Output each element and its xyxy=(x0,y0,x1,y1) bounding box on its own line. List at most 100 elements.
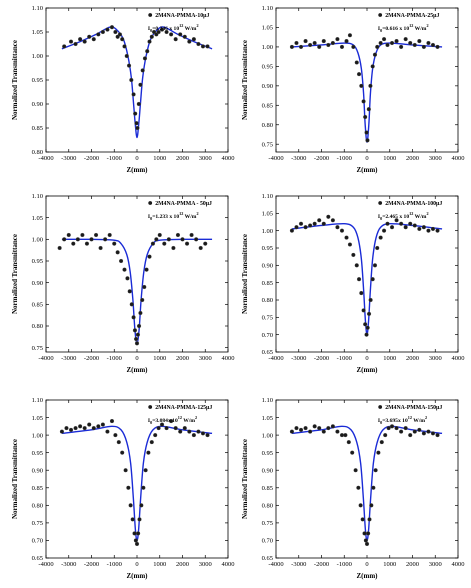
legend-marker xyxy=(378,405,383,409)
legend-marker xyxy=(378,13,383,17)
y-tick-label: 1.05 xyxy=(262,211,273,218)
data-point xyxy=(153,433,158,438)
data-point xyxy=(289,44,294,49)
data-point xyxy=(133,538,138,543)
data-point xyxy=(87,422,92,427)
data-point xyxy=(145,49,150,54)
data-point xyxy=(100,422,105,427)
y-tick-label: 0.90 xyxy=(262,263,273,270)
zscan-chart-50uj: -4000 -3000 -2000 -1000 0 1000 2000 3000 4000 0.7… xyxy=(11,193,235,374)
data-point xyxy=(389,40,395,46)
x-tick-label: -1000 xyxy=(337,355,352,362)
chart-panel-125uj: -4000 -3000 -2000 -1000 0 1000 2000 3000 4000 0.6… xyxy=(8,392,240,584)
x-tick-label: 4000 xyxy=(452,561,465,568)
y-tick-label: 0.85 xyxy=(262,280,273,287)
data-point xyxy=(403,225,408,230)
data-point xyxy=(140,68,145,73)
x-tick-label: -1000 xyxy=(337,561,352,568)
x-tick-label: 1000 xyxy=(153,155,166,162)
data-point xyxy=(344,235,349,240)
y-tick-label: 1.00 xyxy=(32,432,43,439)
data-point xyxy=(326,426,331,431)
data-point xyxy=(132,328,138,333)
plot-frame xyxy=(45,195,229,353)
data-point xyxy=(96,32,101,37)
data-point xyxy=(126,63,132,68)
data-point xyxy=(326,42,331,48)
data-point xyxy=(103,237,108,242)
y-tick-label: 1.10 xyxy=(32,397,43,404)
x-tick-label: 1000 xyxy=(383,355,396,362)
data-point xyxy=(371,485,376,490)
data-point xyxy=(87,34,92,39)
data-point xyxy=(134,121,139,126)
data-point xyxy=(117,32,122,37)
data-point xyxy=(122,267,127,272)
data-point xyxy=(164,29,169,35)
data-point xyxy=(308,429,313,434)
y-tick-label: 0.80 xyxy=(262,503,273,510)
data-point xyxy=(66,232,71,238)
data-point xyxy=(119,258,124,264)
data-point xyxy=(385,221,390,226)
data-point xyxy=(196,429,201,434)
data-point xyxy=(173,37,178,42)
y-axis-label: Normalized Transmittance xyxy=(11,234,19,314)
data-point xyxy=(321,39,326,44)
y-tick-label: 0.85 xyxy=(32,125,43,132)
y-axis-label: Normalized Transmittance xyxy=(241,439,249,519)
data-point xyxy=(363,538,368,543)
data-point xyxy=(356,485,361,490)
x-tick-label: 2000 xyxy=(176,155,189,162)
data-point xyxy=(136,101,141,107)
x-tick-label: 4000 xyxy=(222,355,235,362)
data-point xyxy=(421,44,426,49)
y-tick-label: 0.90 xyxy=(262,83,273,90)
data-point xyxy=(370,64,375,69)
data-point xyxy=(75,237,80,242)
y-tick-label: 0.65 xyxy=(32,555,43,562)
y-tick-label: 1.05 xyxy=(262,415,273,422)
data-point xyxy=(344,39,349,44)
data-point xyxy=(133,111,138,116)
data-point xyxy=(147,254,152,259)
intensity-part: =1.233 x 10 xyxy=(152,214,179,220)
y-tick-label: 0.80 xyxy=(32,323,43,330)
y-tick-label: 0.90 xyxy=(32,101,43,108)
data-point xyxy=(321,429,326,434)
x-tick-label: 2000 xyxy=(176,355,189,362)
data-point xyxy=(289,429,294,434)
y-tick-label: 0.95 xyxy=(32,77,43,84)
x-tick-label: -2000 xyxy=(314,561,329,568)
data-point xyxy=(343,433,348,438)
y-tick-label: 0.65 xyxy=(262,555,273,562)
intensity-part: 12 xyxy=(409,211,413,216)
data-point xyxy=(100,29,105,35)
x-tick-label: 3000 xyxy=(199,155,212,162)
chart-panel-10uj: -4000 -3000 -2000 -1000 0 1000 2000 3000 4000 0.8… xyxy=(8,0,240,178)
data-point xyxy=(189,232,194,238)
data-point xyxy=(187,429,192,434)
data-point xyxy=(361,308,366,313)
data-point xyxy=(408,433,413,438)
data-point xyxy=(382,37,387,42)
data-point xyxy=(194,237,199,242)
x-tick-label: -4000 xyxy=(268,561,283,568)
x-tick-label: 3000 xyxy=(429,355,442,362)
data-point xyxy=(156,426,161,431)
data-point xyxy=(156,29,161,35)
data-point xyxy=(64,426,69,431)
y-tick-label: 0.95 xyxy=(32,450,43,457)
data-point xyxy=(120,450,125,455)
data-point xyxy=(364,332,369,337)
x-tick-label: 1000 xyxy=(383,155,396,162)
data-point xyxy=(157,232,162,238)
zscan-chart-10uj: -4000 -3000 -2000 -1000 0 1000 2000 3000 4000 0.8… xyxy=(11,5,235,174)
fit-curve xyxy=(291,425,443,542)
data-point xyxy=(335,225,340,230)
intensity-part: 12 xyxy=(178,415,182,420)
x-tick-label: -2000 xyxy=(314,155,329,162)
intensity-annotation: I0=3.084x 1012 W/m2 xyxy=(148,415,197,425)
data-point xyxy=(350,450,355,455)
intensity-part: 12 xyxy=(409,23,413,28)
